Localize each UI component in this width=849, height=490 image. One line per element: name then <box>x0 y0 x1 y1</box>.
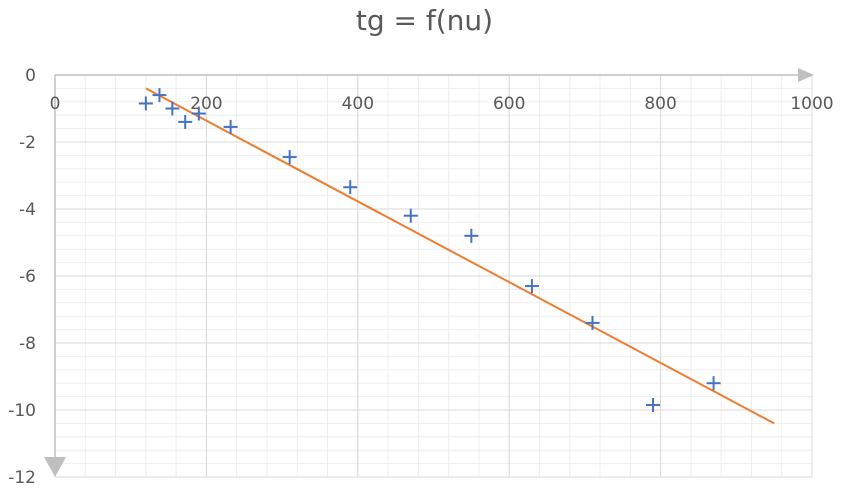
x-tick-label: 200 <box>190 94 222 114</box>
x-tick-label: 600 <box>493 94 525 114</box>
data-point-plus-marker <box>138 96 153 111</box>
y-tick-labels: 0 -2 -4 -6 -8 -10 -12 <box>8 66 36 488</box>
data-point-plus-marker <box>343 180 358 195</box>
data-point-plus-marker <box>152 88 167 103</box>
data-point-plus-marker <box>403 208 418 223</box>
y-axis-arrow-icon <box>44 457 66 477</box>
major-gridlines <box>54 74 813 478</box>
y-tick-label: -10 <box>8 401 36 421</box>
x-tick-label: 400 <box>342 94 374 114</box>
x-tick-label: 0 <box>50 94 61 114</box>
y-tick-label: -12 <box>8 468 36 488</box>
y-tick-label: -4 <box>19 200 36 220</box>
x-axis-arrow-icon <box>798 68 814 82</box>
y-tick-label: -2 <box>19 133 36 153</box>
y-tick-label: 0 <box>25 66 36 86</box>
data-point-plus-marker <box>282 150 297 165</box>
chart-title: tg = f(nu) <box>355 4 494 37</box>
x-tick-label: 1000 <box>790 94 833 114</box>
data-point-plus-marker <box>464 228 479 243</box>
data-point-plus-marker <box>524 279 539 294</box>
trendline-layer <box>145 87 775 425</box>
data-point-plus-marker <box>646 397 661 412</box>
data-point-plus-marker <box>706 376 721 391</box>
data-point-plus-marker <box>585 315 600 330</box>
axes <box>44 68 814 477</box>
y-tick-label: -8 <box>19 334 36 354</box>
trendline <box>145 87 775 425</box>
y-tick-label: -6 <box>19 267 36 287</box>
x-tick-label: 800 <box>644 94 676 114</box>
x-tick-labels: 0 200 400 600 800 1000 <box>50 94 834 114</box>
data-points <box>138 88 721 412</box>
data-point-plus-marker <box>178 114 193 129</box>
data-point-plus-marker <box>191 106 206 121</box>
data-point-plus-marker <box>165 101 180 116</box>
data-point-plus-marker <box>223 119 238 134</box>
